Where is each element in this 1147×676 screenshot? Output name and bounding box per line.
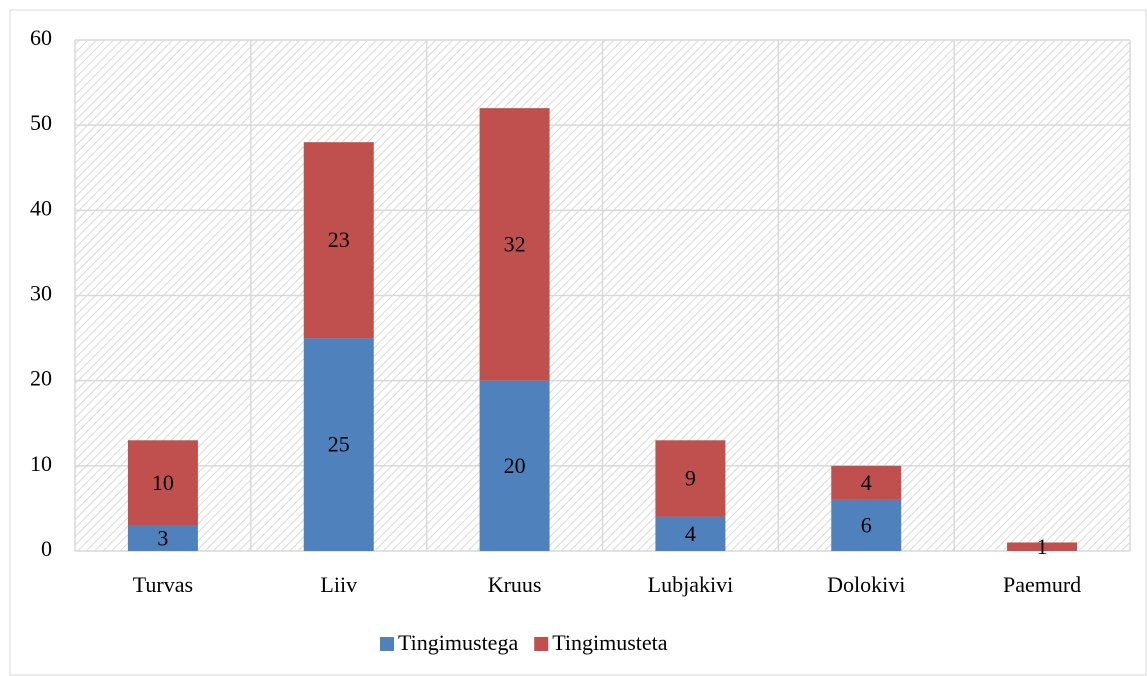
data-label: 3 (157, 525, 168, 550)
y-tick-label: 20 (30, 366, 52, 391)
data-label: 23 (328, 227, 350, 252)
bar-segment (479, 108, 550, 381)
bar-segment (655, 516, 726, 551)
bar-segment (831, 499, 902, 551)
legend-swatch (534, 637, 549, 651)
bar-segment (303, 142, 374, 339)
data-label: 4 (861, 470, 872, 495)
bar-segment (1007, 542, 1078, 551)
x-tick-label: Turvas (133, 572, 193, 597)
bar-segment (127, 525, 198, 551)
data-label: 9 (685, 466, 696, 491)
data-label: 32 (504, 231, 526, 256)
y-tick-label: 10 (30, 451, 52, 476)
y-tick-label: 40 (30, 195, 52, 220)
legend-label: Tingimustega (398, 630, 518, 655)
x-tick-label: Lubjakivi (648, 572, 734, 597)
x-tick-label: Dolokivi (827, 572, 905, 597)
data-label: 6 (861, 512, 872, 537)
x-tick-label: Liiv (320, 572, 357, 597)
legend-swatch (380, 637, 394, 651)
data-label: 10 (152, 470, 174, 495)
y-tick-label: 30 (30, 281, 52, 306)
bar-segment (655, 440, 726, 517)
y-tick-label: 0 (41, 536, 52, 561)
bar-segment (303, 338, 374, 551)
x-tick-label: Paemurd (1003, 572, 1081, 597)
legend-label: Tingimusteta (552, 630, 668, 655)
data-label: 4 (685, 521, 696, 546)
bar-segment (831, 465, 902, 500)
data-label: 25 (328, 432, 350, 457)
bar-segment (479, 380, 550, 551)
y-tick-label: 50 (30, 110, 52, 135)
data-label: 20 (504, 453, 526, 478)
y-tick-label: 60 (30, 25, 52, 50)
bar-segment (127, 440, 198, 526)
data-label: 1 (1037, 534, 1048, 559)
x-tick-label: Kruus (488, 572, 542, 597)
